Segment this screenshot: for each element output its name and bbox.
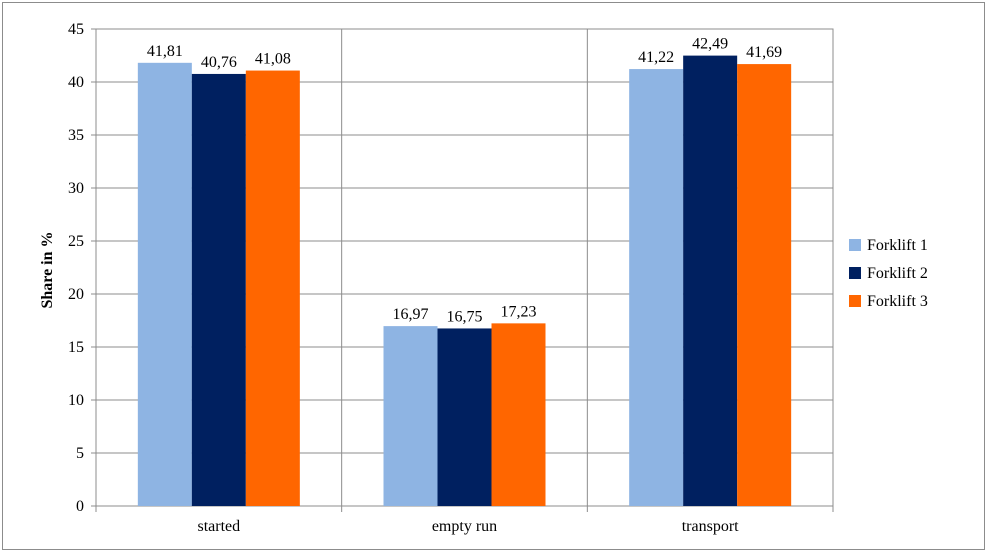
x-category-label: started	[198, 518, 241, 535]
y-tick-label: 25	[68, 233, 84, 250]
bar	[383, 326, 438, 506]
y-tick-label: 45	[68, 21, 84, 38]
bar	[245, 70, 300, 506]
data-label: 41,69	[746, 44, 782, 61]
data-label: 16,97	[393, 306, 429, 323]
bars-layer	[137, 55, 792, 507]
legend-swatch	[849, 239, 861, 251]
bar	[491, 323, 546, 506]
labels-layer: 0 5 10 15 20 25 30 35 40 45 started empty run transp…	[68, 21, 782, 535]
bar	[437, 328, 492, 506]
bar	[683, 55, 738, 507]
y-tick-label: 30	[68, 180, 84, 197]
legend-entry: Forklift 1	[867, 237, 928, 254]
data-label: 41,81	[147, 43, 183, 60]
bar	[629, 69, 684, 507]
data-label: 16,75	[447, 308, 483, 325]
y-tick-label: 35	[68, 127, 84, 144]
y-tick-label: 0	[76, 498, 84, 515]
data-label: 42,49	[692, 36, 728, 53]
data-label: 17,23	[501, 303, 537, 320]
x-category-label: transport	[682, 518, 739, 535]
y-tick-label: 15	[68, 339, 84, 356]
legend-swatch	[849, 295, 861, 307]
bar	[137, 62, 192, 507]
y-axis-title: Share in %	[39, 231, 56, 308]
legend-swatch	[849, 267, 861, 279]
bar	[737, 64, 792, 506]
legend-entry: Forklift 3	[867, 293, 928, 310]
data-label: 40,76	[201, 54, 237, 71]
y-tick-label: 20	[68, 286, 84, 303]
data-label: 41,08	[255, 51, 291, 68]
legend-entry: Forklift 2	[867, 265, 928, 282]
y-tick-label: 40	[68, 74, 84, 91]
legend: Forklift 1 Forklift 2 Forklift 3	[849, 237, 928, 310]
y-tick-label: 5	[76, 445, 84, 462]
bar	[191, 73, 246, 506]
y-tick-label: 10	[68, 392, 84, 409]
data-label: 41,22	[638, 49, 674, 66]
x-category-label: empty run	[432, 518, 497, 535]
